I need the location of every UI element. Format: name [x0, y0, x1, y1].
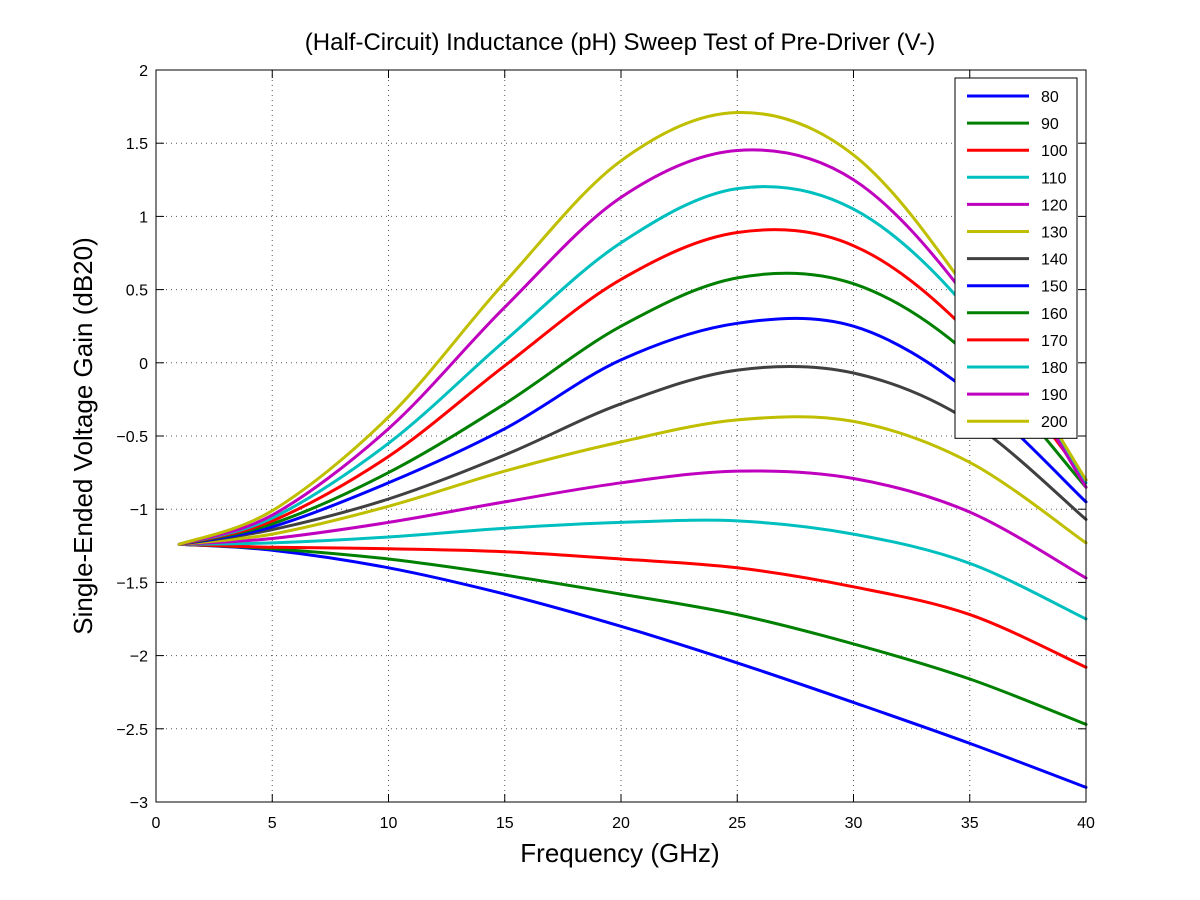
legend-label-90: 90 — [1041, 116, 1059, 133]
y-tick-label: −1.5 — [116, 575, 148, 592]
series-line-140 — [177, 364, 1088, 546]
x-tick-label: 25 — [728, 815, 746, 832]
x-tick-label: 5 — [268, 815, 277, 832]
legend-label-160: 160 — [1041, 306, 1068, 323]
y-tick-label: 1 — [139, 209, 148, 226]
series-line-130 — [177, 415, 1088, 546]
axis-ticks: 0 5 10 15 20 25 30 35 40−3−2.5−2−1.5−1−0.500.511… — [116, 63, 1095, 832]
y-tick-label: 0 — [139, 356, 148, 373]
series-line-120 — [177, 469, 1088, 580]
legend-label-120: 120 — [1041, 197, 1068, 214]
series-line-200 — [177, 110, 1088, 546]
x-tick-label: 0 — [152, 815, 161, 832]
x-tick-label: 15 — [496, 815, 514, 832]
y-tick-label: −1 — [130, 502, 148, 519]
series-line-150 — [177, 316, 1088, 546]
x-tick-label: 35 — [961, 815, 979, 832]
chart-title: (Half-Circuit) Inductance (pH) Sweep Tes… — [305, 29, 935, 56]
y-tick-label: −2 — [130, 649, 148, 666]
legend-label-110: 110 — [1041, 170, 1067, 187]
legend-label-140: 140 — [1041, 252, 1068, 269]
series-line-110 — [177, 518, 1088, 621]
legend-label-150: 150 — [1041, 279, 1068, 296]
legend-label-170: 170 — [1041, 333, 1068, 350]
x-tick-label: 40 — [1077, 815, 1095, 832]
legend-label-130: 130 — [1041, 225, 1068, 242]
legend-label-80: 80 — [1041, 89, 1059, 106]
series-line-90 — [177, 542, 1088, 726]
series-line-170 — [177, 228, 1088, 546]
series-line-80 — [177, 542, 1088, 789]
legend-label-180: 180 — [1041, 360, 1068, 377]
x-axis-label: Frequency (GHz) — [520, 838, 719, 868]
x-tick-label: 30 — [845, 815, 863, 832]
legend: 80 90 100 110 120 130 140 150 160 170 180 190 200 — [954, 77, 1078, 439]
y-axis-label: Single-Ended Voltage Gain (dB20) — [68, 237, 98, 635]
x-tick-label: 20 — [612, 815, 630, 832]
y-tick-label: 0.5 — [126, 283, 148, 300]
legend-label-190: 190 — [1041, 387, 1068, 404]
y-tick-label: −0.5 — [116, 429, 148, 446]
y-tick-label: −2.5 — [116, 722, 148, 739]
y-tick-label: −3 — [130, 795, 148, 812]
series-line-100 — [177, 542, 1088, 669]
legend-label-100: 100 — [1041, 143, 1068, 160]
y-tick-label: 2 — [139, 63, 148, 80]
y-tick-label: 1.5 — [126, 136, 148, 153]
legend-label-200: 200 — [1041, 414, 1068, 431]
x-tick-label: 10 — [380, 815, 398, 832]
